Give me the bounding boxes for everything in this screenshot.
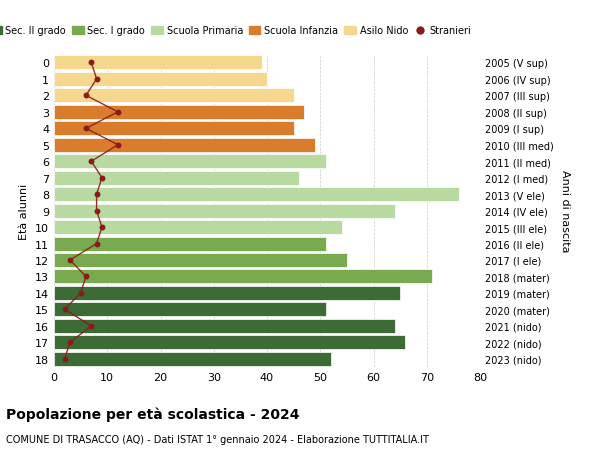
Bar	[54, 155, 326, 169]
Legend: Sec. II grado, Sec. I grado, Scuola Primaria, Scuola Infanzia, Asilo Nido, Stran: Sec. II grado, Sec. I grado, Scuola Prim…	[0, 22, 475, 40]
Point	[81, 92, 91, 100]
Point	[60, 306, 70, 313]
Bar	[54, 89, 293, 103]
Bar	[54, 319, 395, 333]
Point	[81, 273, 91, 280]
Point	[92, 207, 101, 215]
Point	[97, 174, 107, 182]
Bar	[54, 221, 341, 235]
Bar	[54, 237, 326, 251]
Point	[86, 323, 96, 330]
Y-axis label: Età alunni: Età alunni	[19, 183, 29, 239]
Bar	[54, 303, 326, 317]
Bar	[54, 56, 262, 70]
Bar	[54, 171, 299, 185]
Point	[76, 290, 85, 297]
Bar	[54, 122, 293, 136]
Bar	[54, 139, 315, 152]
Point	[113, 109, 123, 116]
Bar	[54, 286, 400, 300]
Text: Popolazione per età scolastica - 2024: Popolazione per età scolastica - 2024	[6, 406, 299, 421]
Point	[92, 241, 101, 248]
Point	[60, 355, 70, 363]
Point	[113, 142, 123, 149]
Point	[86, 158, 96, 166]
Point	[81, 125, 91, 133]
Y-axis label: Anni di nascita: Anni di nascita	[560, 170, 570, 252]
Point	[97, 224, 107, 231]
Bar	[54, 204, 395, 218]
Bar	[54, 336, 406, 350]
Bar	[54, 352, 331, 366]
Point	[65, 257, 75, 264]
Point	[92, 76, 101, 84]
Bar	[54, 253, 347, 268]
Bar	[54, 106, 304, 119]
Bar	[54, 188, 459, 202]
Text: COMUNE DI TRASACCO (AQ) - Dati ISTAT 1° gennaio 2024 - Elaborazione TUTTITALIA.I: COMUNE DI TRASACCO (AQ) - Dati ISTAT 1° …	[6, 434, 429, 444]
Bar	[54, 270, 432, 284]
Point	[92, 191, 101, 198]
Point	[86, 60, 96, 67]
Point	[65, 339, 75, 346]
Bar	[54, 73, 267, 87]
